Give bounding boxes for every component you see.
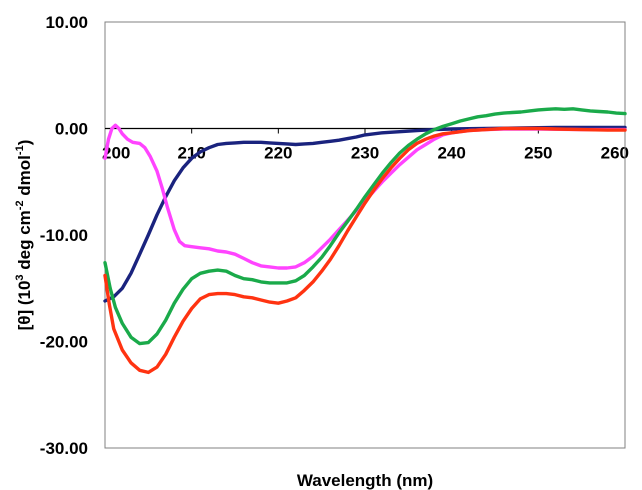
series-line-1 — [103, 125, 627, 303]
y-tick-label: -10.00 — [40, 226, 88, 245]
series-group — [103, 107, 627, 375]
x-axis-ticks: 200 210 220 230 240 250 260 — [102, 128, 629, 163]
x-tick-label: 260 — [601, 144, 629, 163]
y-tick-label: -20.00 — [40, 333, 88, 352]
y-axis-title-superscript: -2 — [14, 200, 26, 210]
y-axis-title-text: [θ] (10 — [15, 281, 34, 331]
x-axis-title: Wavelength (nm) — [297, 471, 433, 490]
y-axis-title-superscript: -1 — [14, 145, 26, 155]
y-tick-label: 0.00 — [55, 120, 88, 139]
y-axis-ticks: 10.00 0.00 -10.00 -20.00 -30.00 — [40, 13, 88, 458]
y-axis-title-superscript: 3 — [14, 274, 26, 280]
x-tick-label: 210 — [177, 144, 205, 163]
x-tick-label: 200 — [102, 144, 130, 163]
y-axis-title-text: deg cm — [15, 210, 34, 274]
y-tick-label: -30.00 — [40, 439, 88, 458]
series-line-3 — [103, 107, 627, 346]
series-line-2 — [103, 123, 627, 270]
y-axis-title: [θ] (103 deg cm-2 dmol-1) — [14, 140, 34, 331]
y-axis-title-text: dmol — [15, 155, 34, 200]
x-tick-label: 240 — [437, 144, 465, 163]
x-tick-label: 220 — [264, 144, 292, 163]
y-tick-label: 10.00 — [45, 13, 88, 32]
plot-area-frame — [104, 21, 626, 449]
y-axis-title-text: ) — [15, 140, 34, 146]
x-tick-label: 250 — [524, 144, 552, 163]
x-tick-label: 230 — [351, 144, 379, 163]
series-line-4 — [103, 126, 627, 375]
